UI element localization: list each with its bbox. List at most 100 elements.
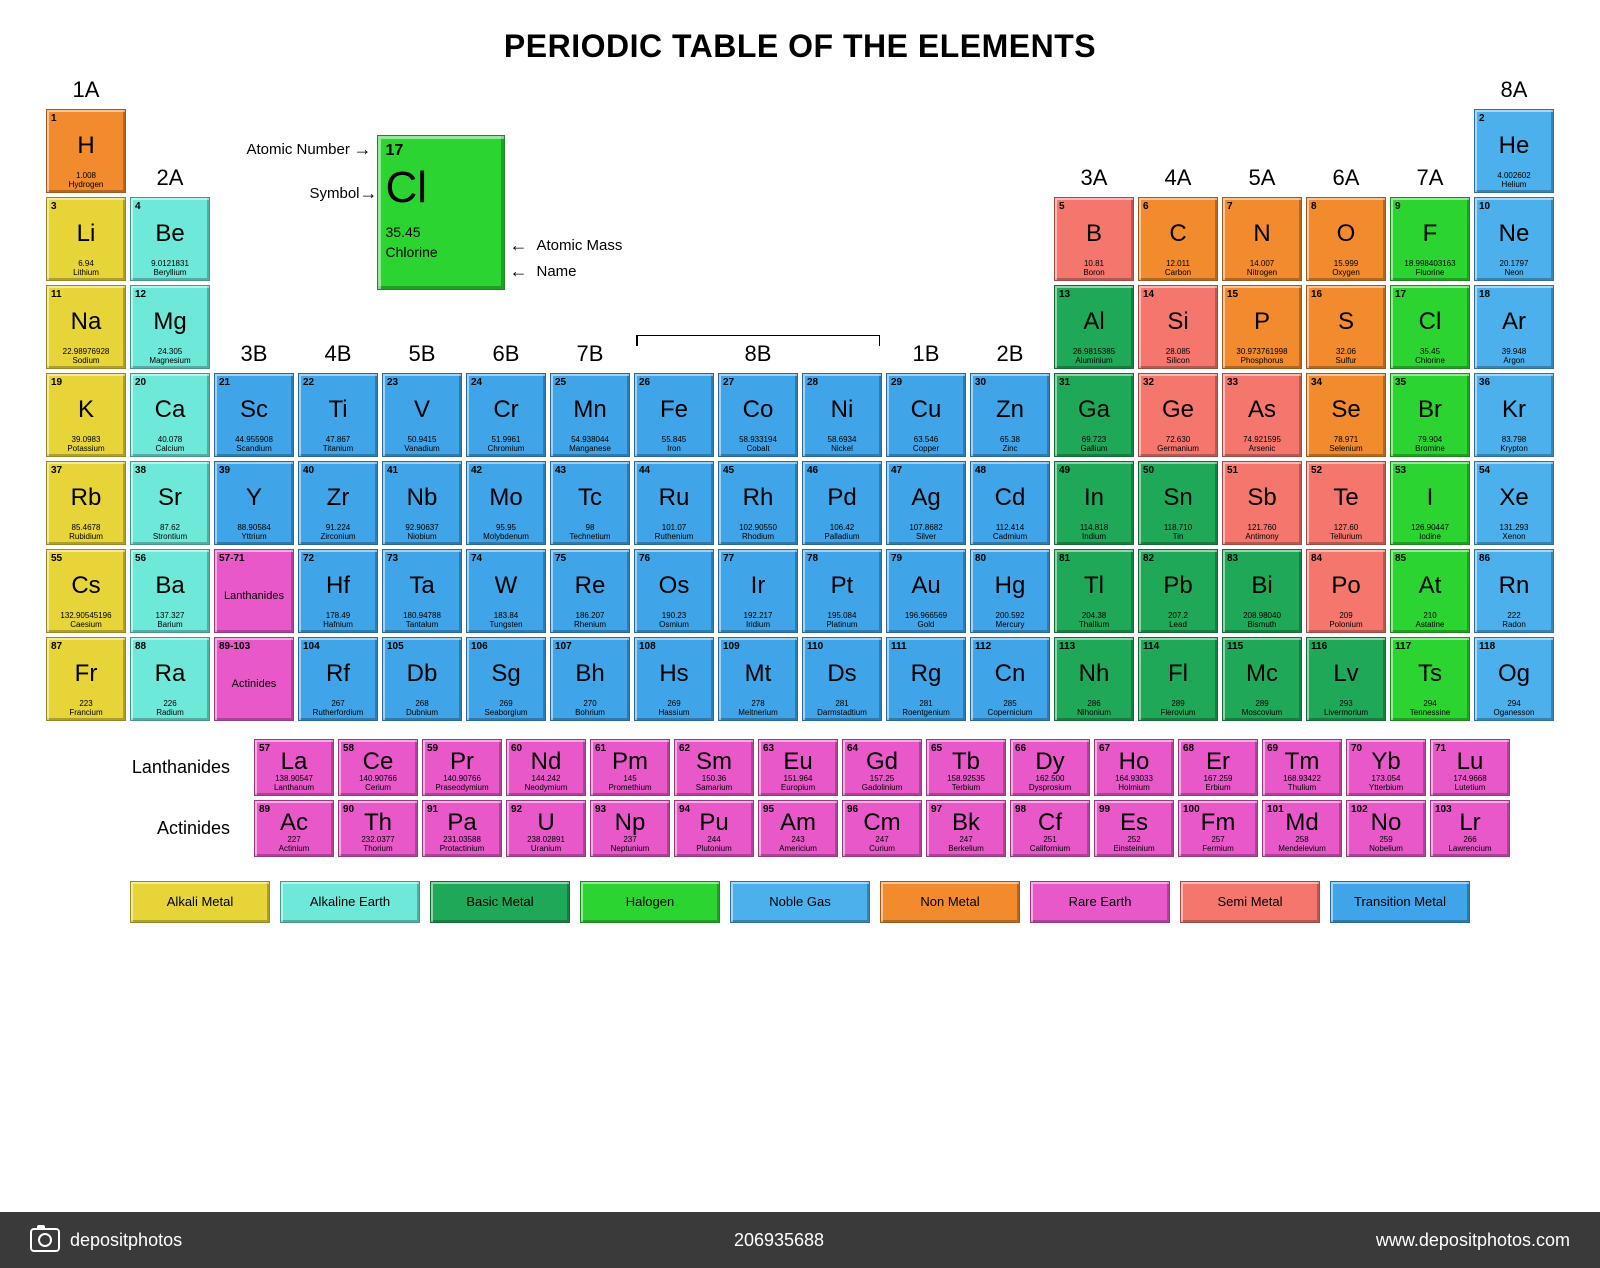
- atomic-mass: 107.8682: [891, 523, 961, 532]
- atomic-mass: 180.94788: [387, 611, 457, 620]
- camera-icon: [30, 1228, 60, 1252]
- element-symbol: Cf: [1015, 811, 1085, 835]
- element-cell: 22Ti47.867Titanium: [298, 373, 378, 457]
- atomic-number: 117: [1395, 641, 1465, 652]
- element-cell: 30Zn65.38Zinc: [970, 373, 1050, 457]
- element-name: Mercury: [975, 620, 1045, 629]
- element-cell: 53I126.90447Iodine: [1390, 461, 1470, 545]
- element-symbol: Ce: [343, 750, 413, 774]
- atomic-mass: 112.414: [975, 523, 1045, 532]
- atomic-mass: 164.93033: [1099, 774, 1169, 783]
- arrow-icon: ←: [510, 261, 528, 282]
- group-header: 7A: [1390, 165, 1470, 193]
- element-symbol: Sn: [1143, 486, 1213, 510]
- element-symbol: Cn: [975, 662, 1045, 686]
- element-cell: 81Tl204.38Thallium: [1054, 549, 1134, 633]
- element-symbol: Ba: [135, 574, 205, 598]
- atomic-number: 25: [555, 377, 625, 388]
- element-name: Radon: [1479, 620, 1549, 629]
- element-name: Meitnerium: [723, 708, 793, 717]
- element-symbol: Bh: [555, 662, 625, 686]
- atomic-number: 56: [135, 553, 205, 564]
- element-symbol: Fm: [1183, 811, 1253, 835]
- arrow-icon: →: [360, 183, 378, 204]
- legend-item: Rare Earth: [1030, 881, 1170, 923]
- element-cell: 99Es252Einsteinium: [1094, 800, 1174, 857]
- element-symbol: Cr: [471, 398, 541, 422]
- element-symbol: W: [471, 574, 541, 598]
- key-label-symbol: Symbol: [310, 185, 360, 202]
- element-symbol: Mn: [555, 398, 625, 422]
- element-cell: 25Mn54.938044Manganese: [550, 373, 630, 457]
- element-cell: 85At210Astatine: [1390, 549, 1470, 633]
- key-atomic-number: 17: [386, 142, 496, 160]
- atomic-number: 105: [387, 641, 457, 652]
- element-cell: 58Ce140.90766Cerium: [338, 739, 418, 796]
- element-key: Atomic Number → Symbol → Atomic Mass ← N…: [292, 135, 702, 305]
- element-name: Cadmium: [975, 532, 1045, 541]
- element-cell: 60Nd144.242Neodymium: [506, 739, 586, 796]
- element-symbol: Na: [51, 310, 121, 334]
- element-cell: 107Bh270Bohrium: [550, 637, 630, 721]
- element-cell: 113Nh286Nihonium: [1054, 637, 1134, 721]
- element-cell: 18Ar39.948Argon: [1474, 285, 1554, 369]
- element-name: Protactinium: [427, 844, 497, 853]
- element-name: Radium: [135, 708, 205, 717]
- element-symbol: Ts: [1395, 662, 1465, 686]
- element-symbol: Hf: [303, 574, 373, 598]
- element-cell: 92U238.02891Uranium: [506, 800, 586, 857]
- atomic-mass: 244: [679, 835, 749, 844]
- element-cell: 32Ge72.630Germanium: [1138, 373, 1218, 457]
- atomic-number: 72: [303, 553, 373, 564]
- atomic-mass: 28.085: [1143, 347, 1213, 356]
- legend-item: Transition Metal: [1330, 881, 1470, 923]
- element-name: Calcium: [135, 444, 205, 453]
- key-label-name: Name: [537, 263, 577, 280]
- atomic-number: 43: [555, 465, 625, 476]
- atomic-number: 73: [387, 553, 457, 564]
- atomic-mass: 51.9961: [471, 435, 541, 444]
- element-cell: 26Fe55.845Iron: [634, 373, 714, 457]
- atomic-number: 83: [1227, 553, 1297, 564]
- element-name: Actinium: [259, 844, 329, 853]
- atomic-mass: 40.078: [135, 435, 205, 444]
- atomic-number: 1: [51, 113, 121, 124]
- element-cell: 3Li6.94Lithium: [46, 197, 126, 281]
- element-symbol: Po: [1311, 574, 1381, 598]
- element-name: Caesium: [51, 620, 121, 629]
- element-cell: 68Er167.259Erbium: [1178, 739, 1258, 796]
- element-cell: 28Ni58.6934Nickel: [802, 373, 882, 457]
- element-name: Europium: [763, 783, 833, 792]
- atomic-mass: 35.45: [1395, 347, 1465, 356]
- atomic-number: 75: [555, 553, 625, 564]
- element-name: Silver: [891, 532, 961, 541]
- atomic-number: 113: [1059, 641, 1129, 652]
- element-cell: 105Db268Dubnium: [382, 637, 462, 721]
- element-name: Copernicium: [975, 708, 1045, 717]
- atomic-mass: 83.798: [1479, 435, 1549, 444]
- element-name: Tin: [1143, 532, 1213, 541]
- element-cell: 83Bi208.98040Bismuth: [1222, 549, 1302, 633]
- atomic-number: 9: [1395, 201, 1465, 212]
- atomic-number: 48: [975, 465, 1045, 476]
- atomic-number: 106: [471, 641, 541, 652]
- atomic-mass: 47.867: [303, 435, 373, 444]
- atomic-mass: 58.933194: [723, 435, 793, 444]
- atomic-number: 118: [1479, 641, 1549, 652]
- element-name: Nobelium: [1351, 844, 1421, 853]
- element-cell: 51Sb121.760Antimony: [1222, 461, 1302, 545]
- element-name: Ytterbium: [1351, 783, 1421, 792]
- element-cell: 109Mt278Meitnerium: [718, 637, 798, 721]
- element-cell: 46Pd106.42Palladium: [802, 461, 882, 545]
- element-name: Indium: [1059, 532, 1129, 541]
- element-name: Einsteinium: [1099, 844, 1169, 853]
- element-symbol: Ru: [639, 486, 709, 510]
- element-cell: 82Pb207.2Lead: [1138, 549, 1218, 633]
- group-header: 1A: [46, 77, 126, 105]
- element-symbol: Sc: [219, 398, 289, 422]
- group-header: 2B: [970, 341, 1050, 369]
- element-cell: 44Ru101.07Ruthenium: [634, 461, 714, 545]
- atomic-number: 108: [639, 641, 709, 652]
- atomic-mass: 22.98976928: [51, 347, 121, 356]
- element-name: Chromium: [471, 444, 541, 453]
